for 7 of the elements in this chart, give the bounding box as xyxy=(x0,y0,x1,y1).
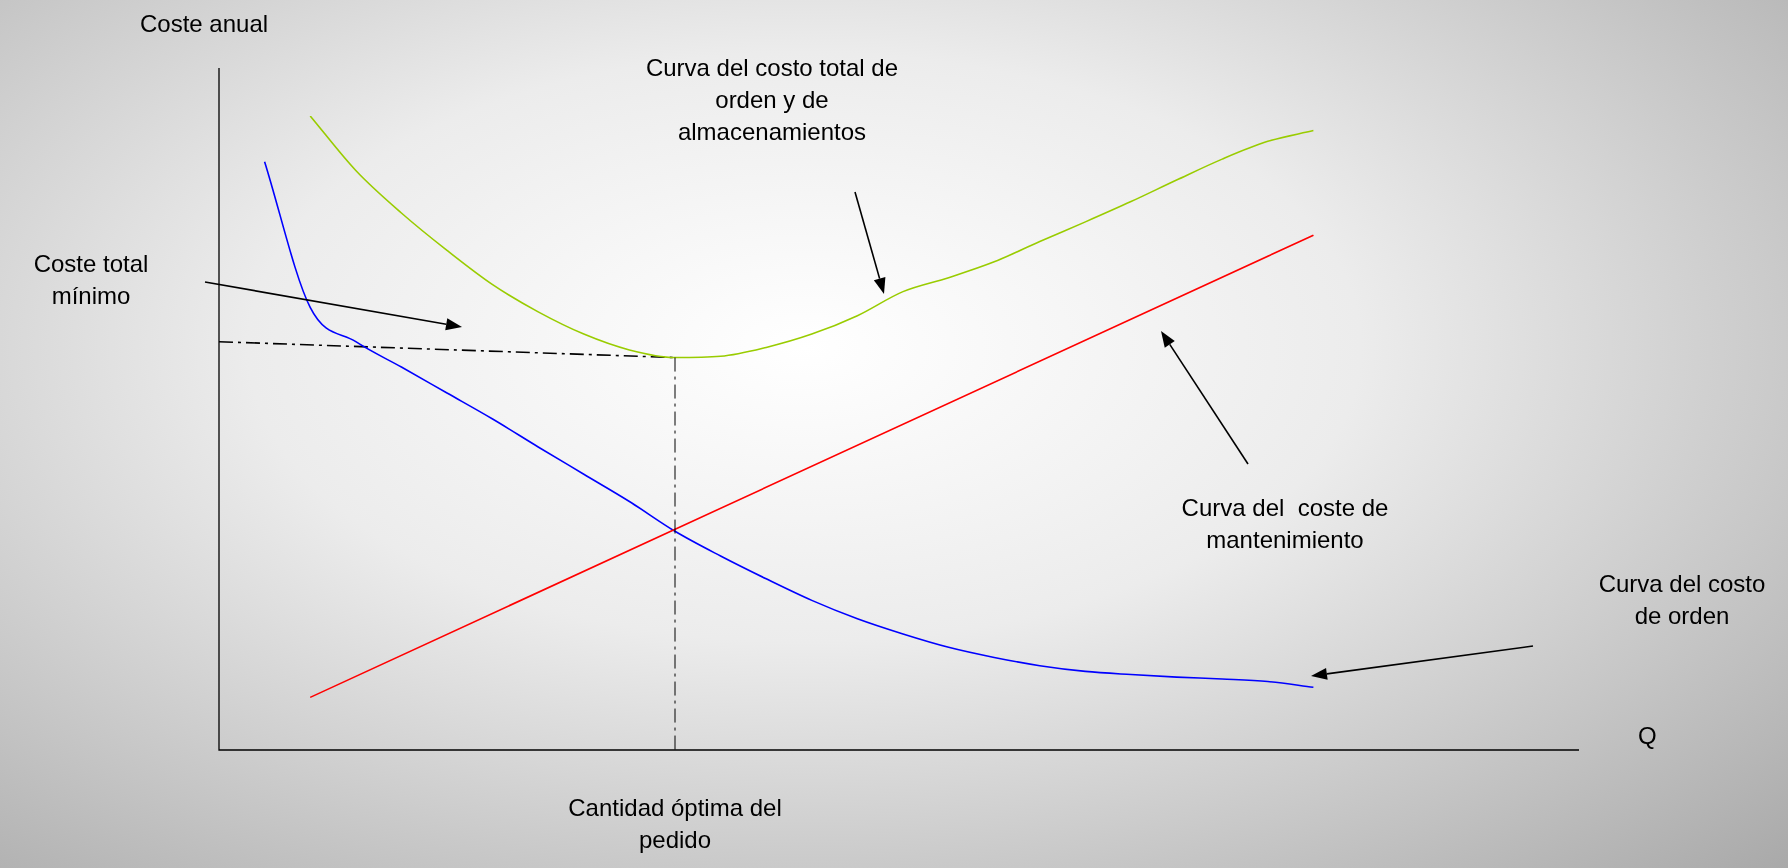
text: Curva del costo de orden xyxy=(1597,569,1767,631)
annotation: Curva del coste de mantenimiento xyxy=(1180,493,1390,555)
text: Cantidad óptima del pedido xyxy=(567,793,783,855)
text: Coste total mínimo xyxy=(32,249,150,311)
annotation: Curva del costo total de orden y de almacenamientos xyxy=(644,53,900,147)
y-axis-title: Coste anual xyxy=(140,10,269,38)
x-axis-title: Q xyxy=(1638,722,1657,750)
